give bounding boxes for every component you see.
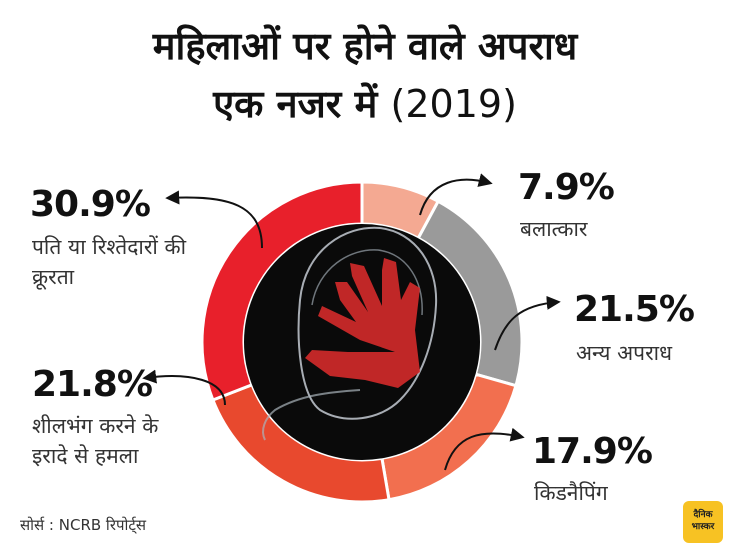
arrow-rape xyxy=(419,173,493,216)
center-photo xyxy=(244,224,480,460)
category-label-kidnapping: किडनैपिंग xyxy=(534,481,608,505)
value-label-rape: 7.9% xyxy=(518,167,615,208)
title-text: एक नजर में xyxy=(213,82,378,126)
category-label-cruelty: पति या रिश्तेदारों की क्रूरता xyxy=(32,235,187,289)
chart-title-line2: एक नजर में (2019) xyxy=(0,82,730,126)
value-label-cruelty: 30.9% xyxy=(30,184,151,225)
hand-icon xyxy=(305,258,420,388)
center-illustration xyxy=(262,226,438,441)
value-label-kidnapping: 17.9% xyxy=(532,431,653,472)
arrow-cruelty xyxy=(165,190,263,249)
chart-title-line1: महिलाओं पर होने वाले अपराध xyxy=(152,24,578,68)
title-year: (2019) xyxy=(390,82,517,126)
source-note: सोर्स : NCRB रिपोर्ट्स xyxy=(20,516,147,534)
category-label-assault: शीलभंग करने के इरादे से हमला xyxy=(32,414,159,468)
arrow-other xyxy=(494,295,561,351)
value-label-other: 21.5% xyxy=(574,289,695,330)
arrow-kidnapping xyxy=(444,427,525,471)
category-label-other: अन्य अपराध xyxy=(576,341,673,365)
brand-logo: दैनिक भास्कर xyxy=(683,501,723,543)
arrow-assault xyxy=(142,369,226,406)
category-label-rape: बलात्कार xyxy=(520,217,588,241)
value-label-assault: 21.8% xyxy=(32,364,153,405)
